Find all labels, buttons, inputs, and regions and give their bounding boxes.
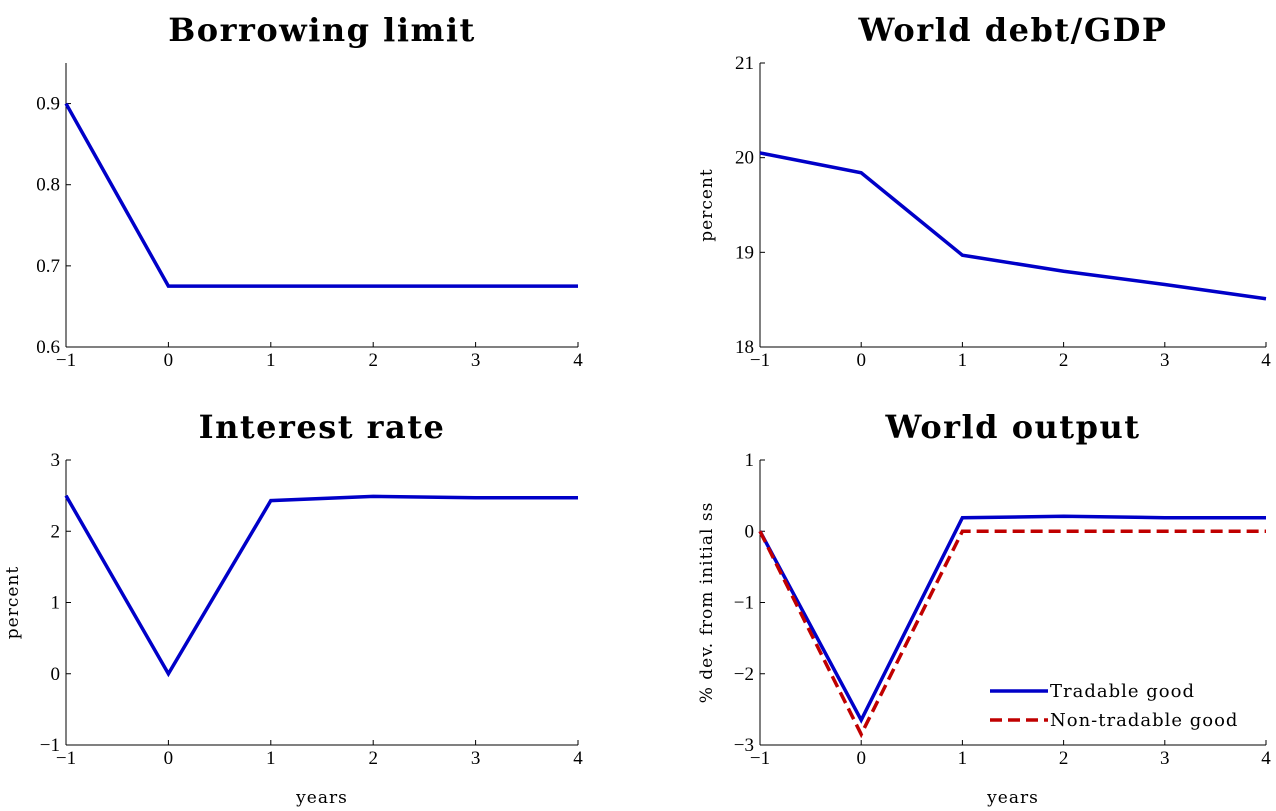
- y-tick-label: 1: [745, 450, 755, 471]
- y-tick-label: 3: [51, 450, 61, 471]
- series-line-1: [64, 494, 578, 678]
- y-tick-label: 20: [735, 148, 754, 169]
- series-line-1: [64, 102, 578, 288]
- x-tick-label: −1: [750, 350, 770, 371]
- y-axis-label: percent: [697, 168, 717, 241]
- y-tick-label: 0.8: [36, 175, 60, 196]
- x-tick-label: 1: [958, 350, 968, 371]
- y-tick-label: 0.6: [36, 337, 60, 358]
- y-tick-label: 19: [735, 242, 754, 263]
- y-tick-label: −3: [734, 735, 754, 756]
- x-tick-label: 1: [958, 748, 968, 769]
- y-axis-label: percent: [3, 566, 23, 639]
- x-tick-label: 1: [266, 350, 276, 371]
- series-line-1: [758, 514, 1266, 724]
- x-tick-label: 1: [266, 748, 276, 769]
- x-tick-label: 0: [164, 350, 174, 371]
- y-tick-label: 18: [735, 337, 754, 358]
- y-tick-label: 1: [51, 593, 61, 614]
- x-tick-label: 3: [471, 350, 481, 371]
- series-line-1: [759, 151, 1267, 301]
- x-tick-label: 3: [471, 748, 481, 769]
- y-tick-label: 0: [745, 521, 755, 542]
- chart-panel-1: Borrowing limit −1 0 1 2 3 4 0.6 0.7 0.8 0.9: [36, 11, 583, 371]
- y-tick-label: 0.9: [36, 94, 60, 115]
- x-tick-label: 0: [856, 748, 866, 769]
- x-axis-label: years: [295, 788, 348, 808]
- y-tick-label: 21: [735, 53, 754, 74]
- y-tick-label: 0.7: [36, 256, 60, 277]
- chart-title: World debt/GDP: [858, 11, 1168, 49]
- y-tick-label: −1: [40, 735, 60, 756]
- x-tick-label: 2: [368, 748, 378, 769]
- chart-title: World output: [884, 408, 1140, 446]
- y-tick-label: −1: [734, 593, 754, 614]
- x-tick-label: 4: [1261, 748, 1271, 769]
- chart-panel-3: Interest rate −1 0 1 2 3 4 −1 0 1 2 3 percent years: [3, 408, 583, 808]
- x-tick-label: 0: [164, 748, 174, 769]
- x-tick-label: 2: [368, 350, 378, 371]
- x-tick-label: −1: [56, 748, 76, 769]
- chart-panel-2: World debt/GDP −1 0 1 2 3 4 18 19 20 21 percent: [697, 11, 1271, 371]
- x-tick-label: 3: [1160, 748, 1170, 769]
- x-tick-label: 2: [1059, 748, 1069, 769]
- legend-label: Tradable good: [1050, 681, 1195, 702]
- x-tick-label: 3: [1160, 350, 1170, 371]
- x-tick-label: 4: [1261, 350, 1271, 371]
- chart-title: Interest rate: [199, 408, 446, 446]
- legend-label: Non-tradable good: [1050, 710, 1238, 731]
- y-tick-label: 2: [51, 521, 61, 542]
- x-tick-label: 4: [573, 748, 583, 769]
- y-axis-label: % dev. from initial ss: [697, 502, 717, 704]
- y-tick-label: 0: [51, 664, 61, 685]
- x-axis-label: years: [986, 788, 1039, 808]
- chart-title: Borrowing limit: [168, 11, 476, 49]
- x-tick-label: −1: [750, 748, 770, 769]
- x-tick-label: 0: [856, 350, 866, 371]
- series-line-2: [758, 529, 1266, 739]
- x-tick-label: 4: [573, 350, 583, 371]
- x-tick-label: −1: [56, 350, 76, 371]
- legend: Tradable good Non-tradable good: [990, 681, 1238, 731]
- x-tick-label: 2: [1059, 350, 1069, 371]
- y-tick-label: −2: [734, 664, 754, 685]
- chart-panel-4: World output −1 0 1 2 3 4 −3 −2 −1 0 1 % dev. from i…: [697, 408, 1271, 808]
